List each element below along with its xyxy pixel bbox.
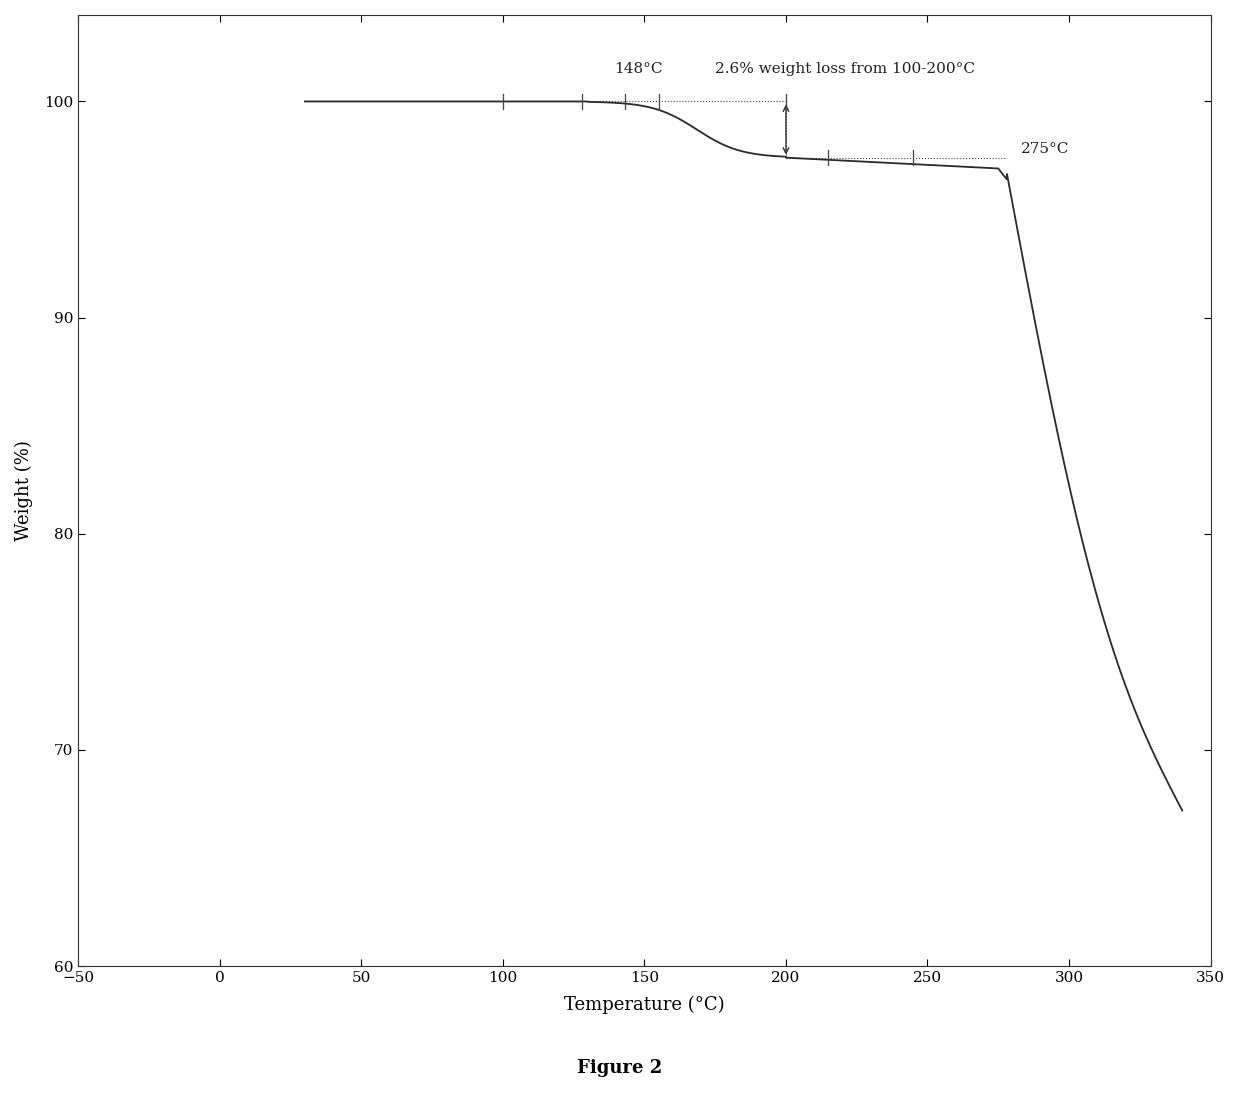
Text: 275°C: 275°C <box>1021 142 1069 155</box>
Text: 148°C: 148°C <box>615 61 663 76</box>
X-axis label: Temperature (°C): Temperature (°C) <box>564 996 725 1014</box>
Text: 2.6% weight loss from 100-200°C: 2.6% weight loss from 100-200°C <box>715 61 975 76</box>
Y-axis label: Weight (%): Weight (%) <box>15 440 33 541</box>
Text: Figure 2: Figure 2 <box>578 1059 662 1076</box>
